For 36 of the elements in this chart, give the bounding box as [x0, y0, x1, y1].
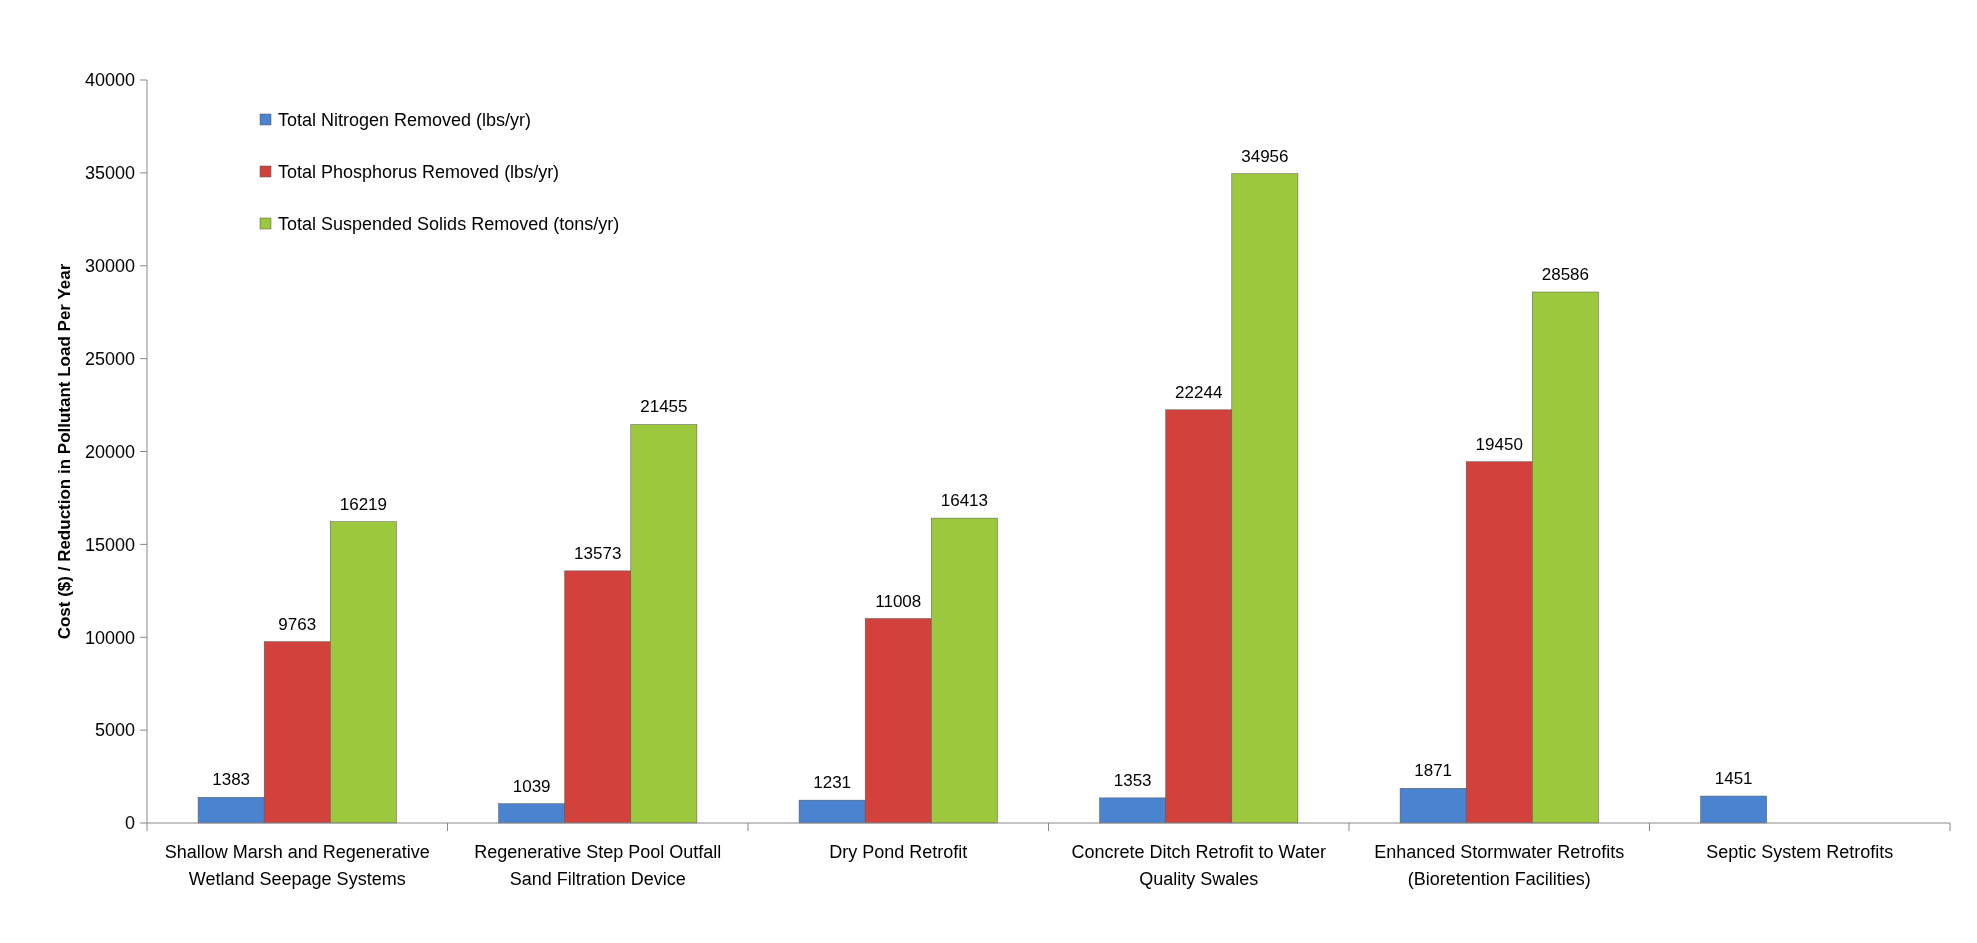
x-tick-label: Dry Pond Retrofit: [829, 842, 968, 862]
data-label: 28586: [1541, 265, 1589, 285]
data-label: 21455: [640, 397, 688, 417]
data-label: 1231: [813, 773, 852, 793]
data-label: 16413: [940, 491, 988, 511]
y-tick-label: 10000: [84, 627, 135, 648]
data-label: 1383: [212, 770, 251, 790]
x-tick-label: Shallow Marsh and Regenerative Wetland Seepage Systems: [164, 842, 430, 889]
y-tick-label: 35000: [84, 163, 135, 184]
legend-label: Total Phosphorus Removed (lbs/yr): [278, 162, 560, 183]
data-label: 11008: [875, 591, 922, 611]
y-tick-label: 40000: [84, 70, 135, 91]
data-label: 1353: [1113, 770, 1152, 790]
legend-label: Total Suspended Solids Removed (tons/yr): [278, 214, 620, 235]
x-tick-label: Regenerative Step Pool Outfall Sand Filtration Device: [474, 842, 722, 889]
legend-label: Total Nitrogen Removed (lbs/yr): [278, 110, 532, 131]
y-axis-title: Cost ($) / Reduction in Pollutant Load Per Year: [55, 263, 74, 640]
y-tick-label: 5000: [94, 720, 135, 741]
y-tick-label: 0: [124, 813, 135, 834]
x-tick-label: Concrete Ditch Retrofit to Water Quality Swales: [1071, 842, 1326, 889]
y-tick-label: 30000: [84, 256, 135, 277]
data-label: 9763: [278, 614, 317, 634]
data-label: 1039: [512, 776, 551, 796]
data-label: 34956: [1241, 146, 1289, 166]
y-tick-label: 25000: [84, 348, 135, 369]
y-tick-label: 15000: [84, 534, 135, 555]
data-label: 19450: [1475, 434, 1523, 454]
y-tick-label: 20000: [84, 441, 135, 462]
data-label: 1451: [1714, 769, 1753, 789]
data-label: 1871: [1414, 761, 1453, 781]
x-tick-label: Enhanced Stormwater Retrofits (Bioretention Facilities): [1374, 842, 1625, 889]
data-label: 16219: [339, 494, 387, 514]
bar: [1700, 795, 1767, 824]
x-tick-label: Septic System Retrofits: [1706, 842, 1894, 862]
data-label: 13573: [574, 543, 622, 563]
data-label: 22244: [1175, 382, 1223, 402]
